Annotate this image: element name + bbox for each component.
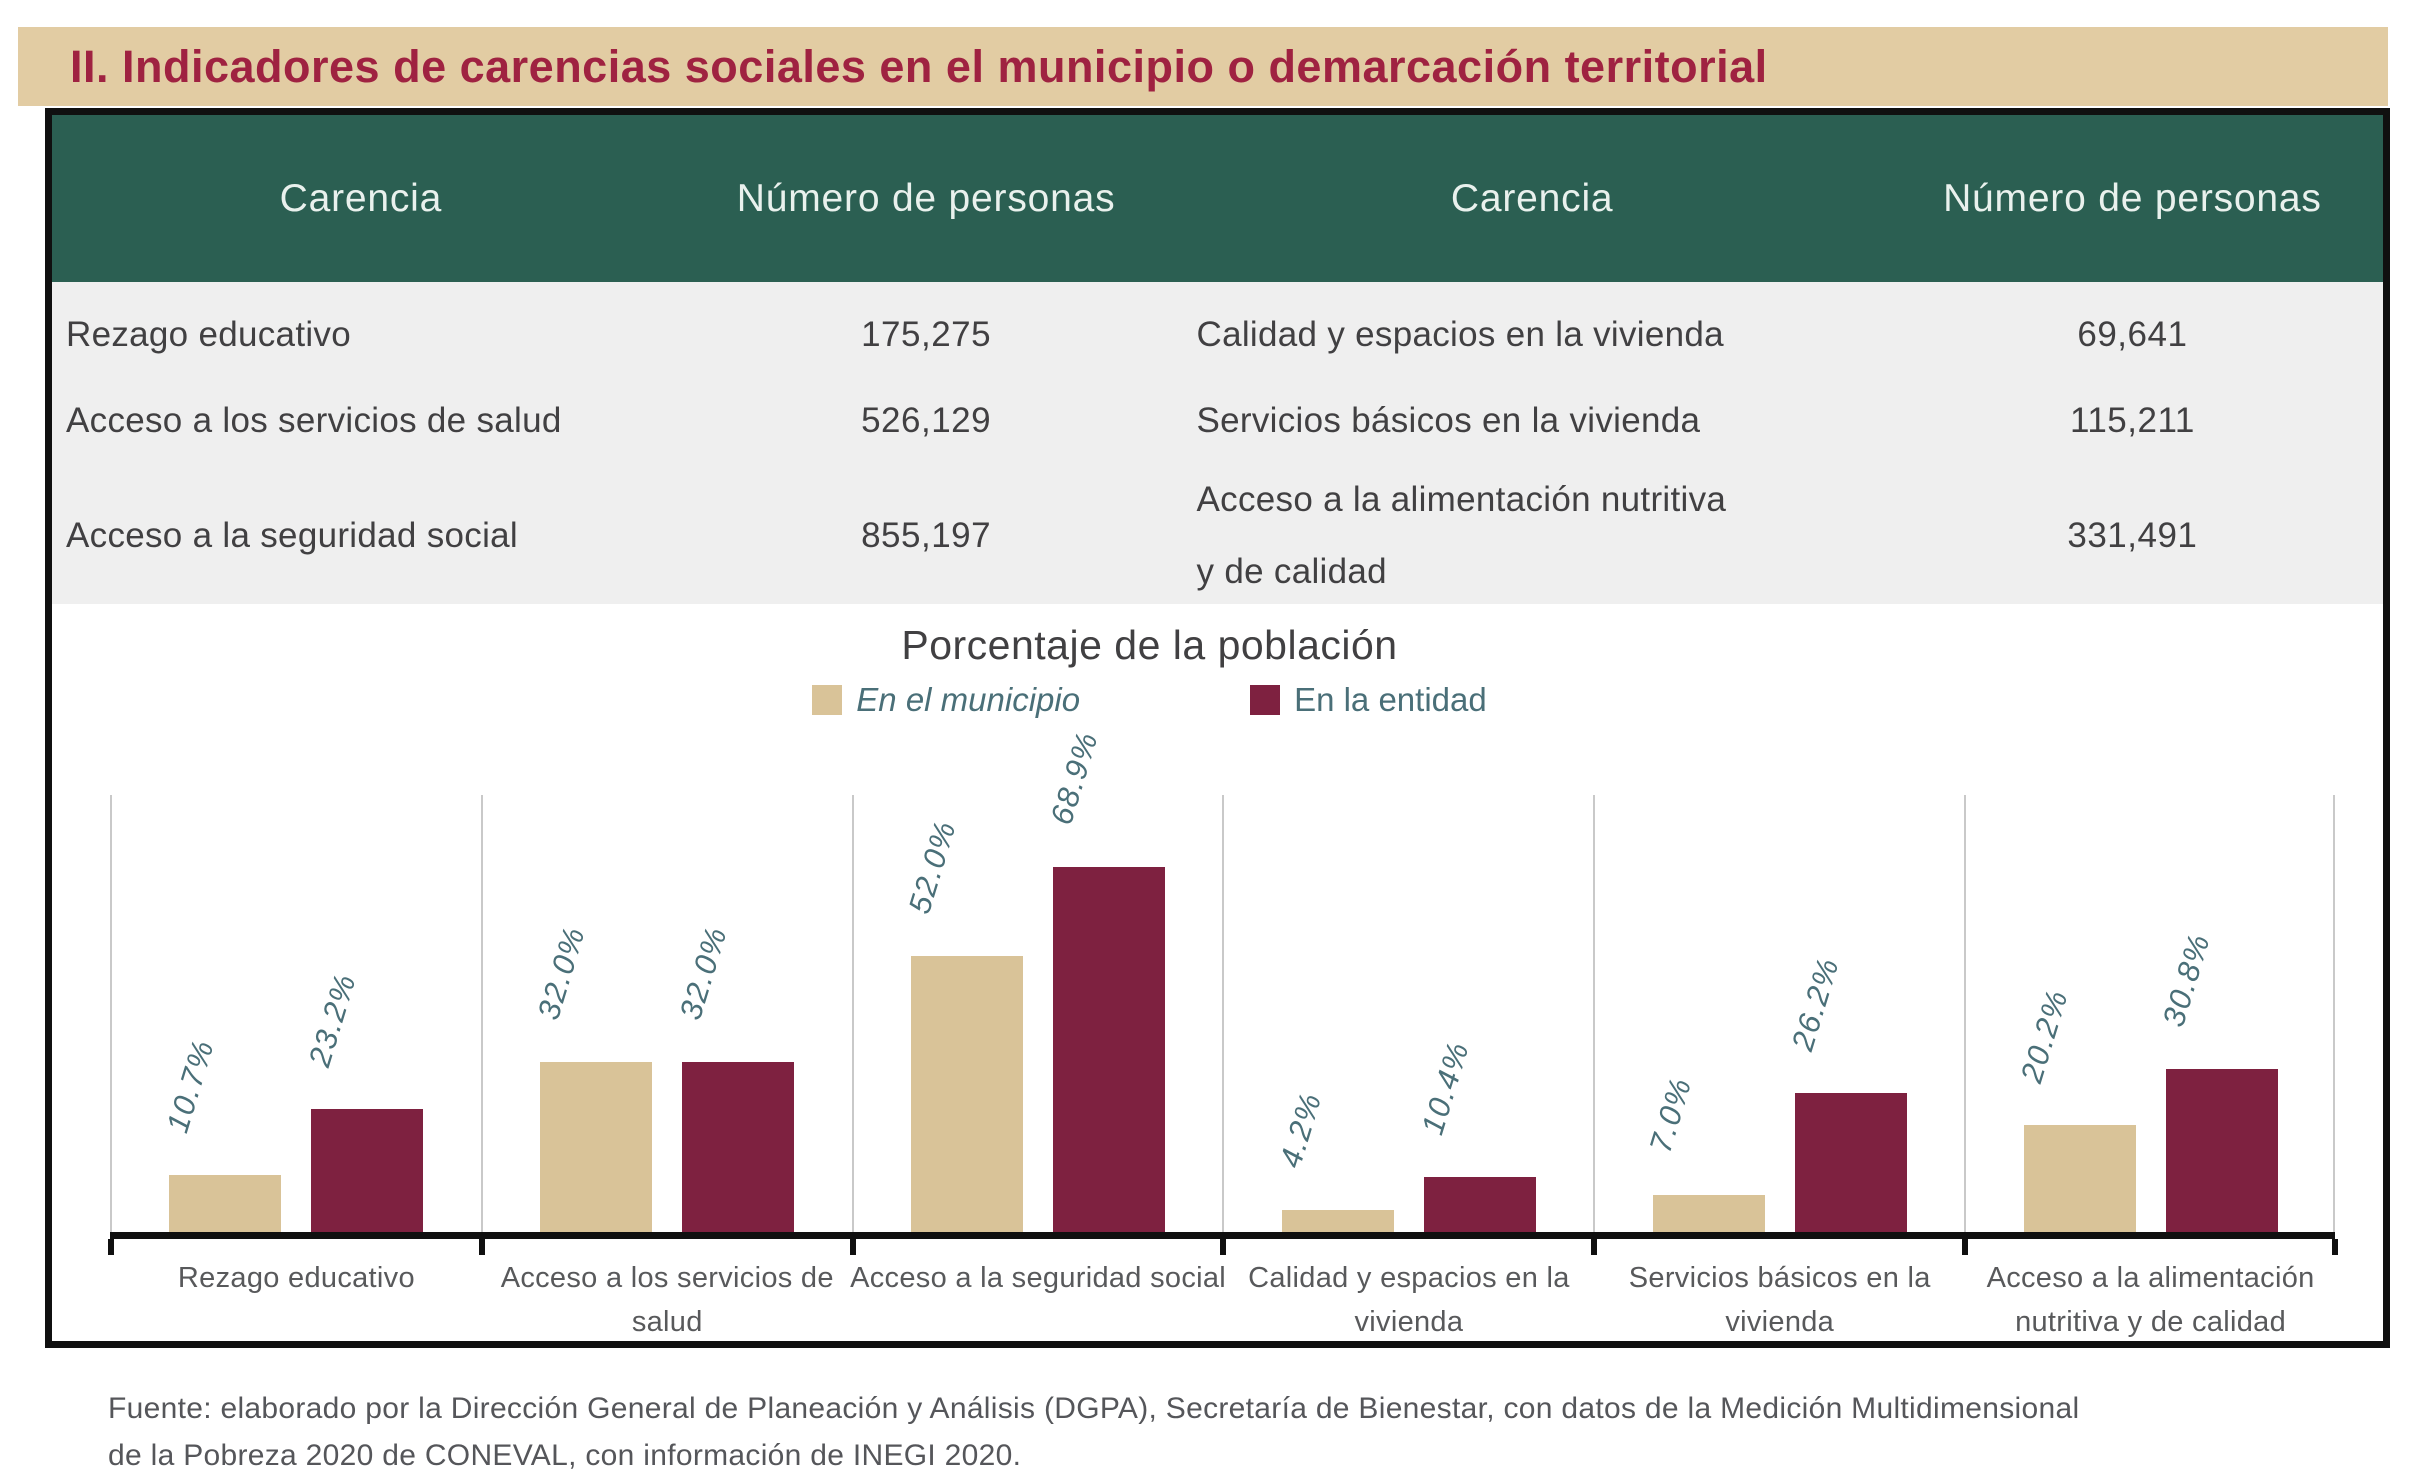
column-header-personas-right: Número de personas bbox=[1882, 177, 2383, 221]
bar-value-label: 32.0% bbox=[530, 922, 592, 1024]
carencia-label: Rezago educativo bbox=[52, 315, 670, 355]
bar-value-label: 30.8% bbox=[2156, 929, 2218, 1031]
column-header-personas-left: Número de personas bbox=[670, 177, 1183, 221]
bar-value-label: 52.0% bbox=[901, 816, 963, 918]
chart-title: Porcentaje de la población bbox=[0, 622, 2315, 669]
personas-value: 526,129 bbox=[670, 401, 1183, 441]
bar-value-label: 32.0% bbox=[672, 922, 734, 1024]
bar-entidad: 10.4% bbox=[1424, 1177, 1536, 1232]
bar-municipio: 32.0% bbox=[540, 1062, 652, 1232]
carencia-label: Acceso a los servicios de salud bbox=[52, 401, 670, 441]
bar-value-label: 23.2% bbox=[302, 969, 364, 1071]
category-label: Servicios básicos en la vivienda bbox=[1587, 1257, 1972, 1344]
bar-group: 52.0%68.9%Acceso a la seguridad social bbox=[852, 795, 1223, 1232]
bar-municipio: 20.2% bbox=[2024, 1125, 2136, 1232]
category-label: Acceso a la seguridad social bbox=[846, 1257, 1231, 1301]
bar-value-label: 26.2% bbox=[1785, 953, 1847, 1055]
bar-entidad: 30.8% bbox=[2166, 1069, 2278, 1232]
axis-tick bbox=[2332, 1239, 2338, 1255]
section-title-bar: II. Indicadores de carencias sociales en… bbox=[18, 27, 2388, 106]
bar-municipio: 10.7% bbox=[169, 1175, 281, 1232]
section-title: II. Indicadores de carencias sociales en… bbox=[18, 41, 1768, 93]
legend-item-municipio: En el municipio bbox=[812, 681, 1080, 719]
table-row: Rezago educativo 175,275 Calidad y espac… bbox=[52, 292, 2383, 378]
category-label: Acceso a la alimentación nutritiva y de … bbox=[1958, 1257, 2343, 1344]
content-box: Carencia Número de personas Carencia Núm… bbox=[45, 108, 2390, 1348]
column-header-carencia-left: Carencia bbox=[52, 177, 670, 221]
category-label: Rezago educativo bbox=[104, 1257, 489, 1301]
legend-swatch-entidad bbox=[1250, 685, 1280, 715]
category-label: Acceso a los servicios de salud bbox=[475, 1257, 860, 1344]
column-header-carencia-right: Carencia bbox=[1183, 177, 1882, 221]
table-row: Acceso a los servicios de salud 526,129 … bbox=[52, 378, 2383, 464]
source-note-line1: Fuente: elaborado por la Dirección Gener… bbox=[108, 1386, 2079, 1433]
source-note-line2: de la Pobreza 2020 de CONEVAL, con infor… bbox=[108, 1433, 2079, 1479]
bar-value-label: 10.4% bbox=[1414, 1037, 1476, 1139]
bar-group: 4.2%10.4%Calidad y espacios en la vivien… bbox=[1222, 795, 1593, 1232]
personas-value: 855,197 bbox=[670, 516, 1183, 556]
personas-value: 175,275 bbox=[670, 315, 1183, 355]
personas-value: 69,641 bbox=[1882, 315, 2383, 355]
bar-entidad: 68.9% bbox=[1053, 867, 1165, 1232]
bar-value-label: 7.0% bbox=[1643, 1073, 1700, 1157]
personas-value: 331,491 bbox=[1882, 516, 2383, 556]
bar-value-label: 68.9% bbox=[1043, 727, 1105, 829]
carencia-label: Calidad y espacios en la vivienda bbox=[1183, 315, 1882, 355]
legend-item-entidad: En la entidad bbox=[1250, 681, 1487, 719]
bar-group: 10.7%23.2%Rezago educativo bbox=[110, 795, 481, 1232]
table-body: Rezago educativo 175,275 Calidad y espac… bbox=[52, 282, 2383, 604]
bar-municipio: 4.2% bbox=[1282, 1210, 1394, 1232]
carencia-label: Servicios básicos en la vivienda bbox=[1183, 401, 1882, 441]
bar-value-label: 4.2% bbox=[1272, 1088, 1329, 1172]
bar-group: 7.0%26.2%Servicios básicos en la viviend… bbox=[1593, 795, 1964, 1232]
carencia-label: Acceso a la seguridad social bbox=[52, 516, 670, 556]
source-note: Fuente: elaborado por la Dirección Gener… bbox=[108, 1386, 2079, 1479]
category-label: Calidad y espacios en la vivienda bbox=[1216, 1257, 1601, 1344]
bar-municipio: 52.0% bbox=[911, 956, 1023, 1232]
table-row: Acceso a la seguridad social 855,197 Acc… bbox=[52, 464, 2383, 592]
bar-entidad: 23.2% bbox=[311, 1109, 423, 1232]
bar-group: 20.2%30.8%Acceso a la alimentación nutri… bbox=[1964, 795, 2335, 1232]
bar-value-label: 20.2% bbox=[2014, 985, 2076, 1087]
bar-group: 32.0%32.0%Acceso a los servicios de salu… bbox=[481, 795, 852, 1232]
bar-entidad: 32.0% bbox=[682, 1062, 794, 1232]
bar-value-label: 10.7% bbox=[160, 1035, 222, 1137]
personas-value: 115,211 bbox=[1882, 401, 2383, 441]
legend-swatch-municipio bbox=[812, 685, 842, 715]
chart-legend: En el municipio En la entidad bbox=[0, 681, 2315, 719]
bar-municipio: 7.0% bbox=[1653, 1195, 1765, 1232]
legend-label-municipio: En el municipio bbox=[856, 681, 1080, 719]
carencia-label: Acceso a la alimentación nutritiva y de … bbox=[1183, 464, 1882, 608]
table-header-row: Carencia Número de personas Carencia Núm… bbox=[52, 115, 2383, 282]
legend-label-entidad: En la entidad bbox=[1294, 681, 1487, 719]
bar-entidad: 26.2% bbox=[1795, 1093, 1907, 1232]
